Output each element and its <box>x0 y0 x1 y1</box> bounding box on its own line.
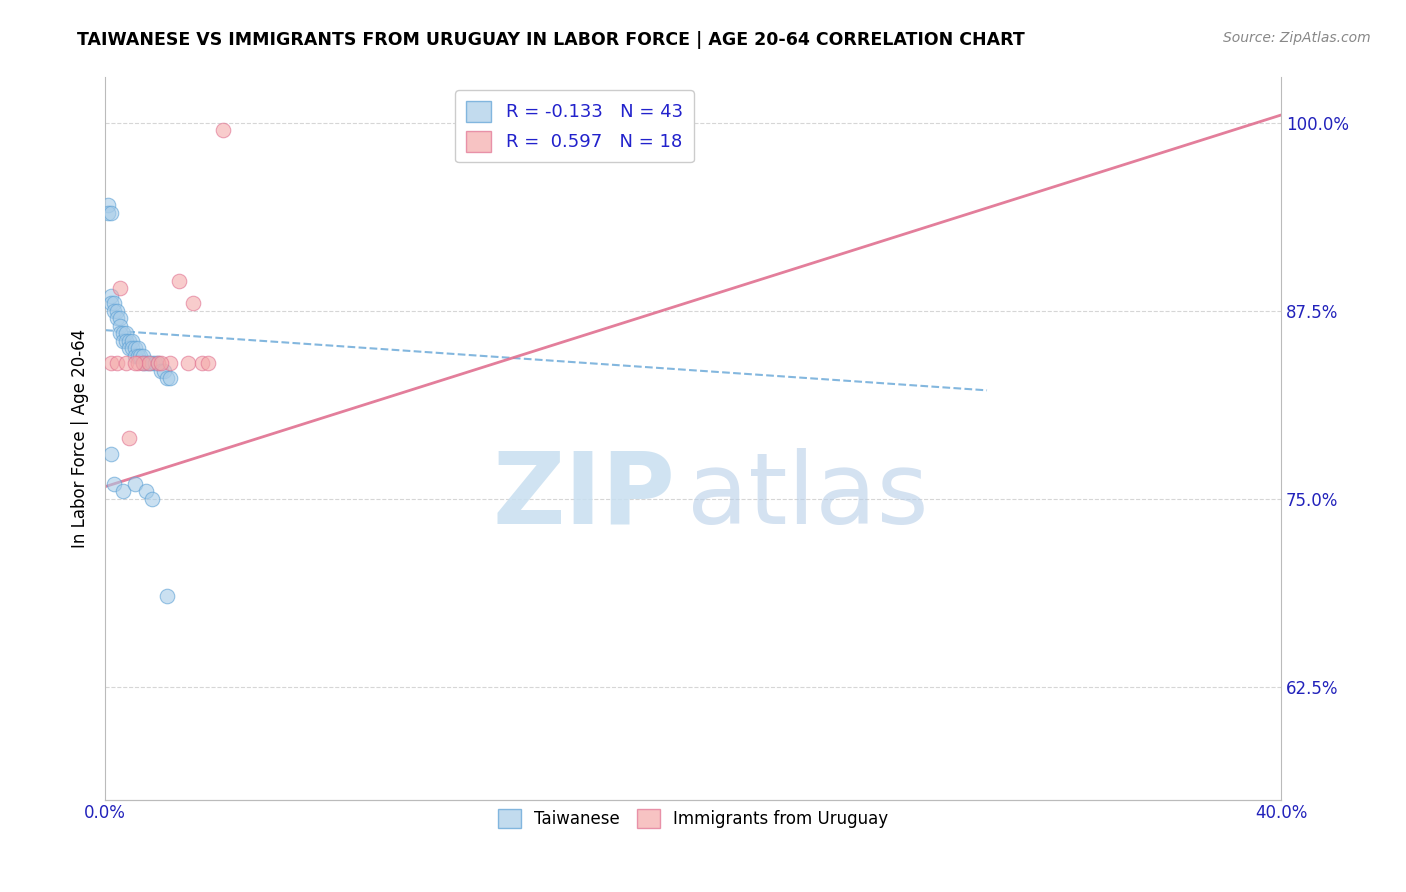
Point <box>105 356 128 370</box>
Point <box>159 356 181 370</box>
Point <box>111 484 134 499</box>
Point <box>114 334 136 348</box>
Text: TAIWANESE VS IMMIGRANTS FROM URUGUAY IN LABOR FORCE | AGE 20-64 CORRELATION CHAR: TAIWANESE VS IMMIGRANTS FROM URUGUAY IN … <box>77 31 1025 49</box>
Point <box>118 334 141 348</box>
Point <box>114 326 136 341</box>
Legend: Taiwanese, Immigrants from Uruguay: Taiwanese, Immigrants from Uruguay <box>491 802 896 835</box>
Point <box>138 356 160 370</box>
Point <box>124 349 146 363</box>
Point <box>129 349 152 363</box>
Point <box>114 356 136 370</box>
Point <box>156 590 179 604</box>
Point <box>121 341 143 355</box>
Point <box>124 356 146 370</box>
Point <box>121 334 143 348</box>
Point <box>143 356 166 370</box>
Point <box>108 311 131 326</box>
Point <box>176 356 198 370</box>
Point <box>146 356 169 370</box>
Point <box>191 356 214 370</box>
Point <box>97 198 120 212</box>
Text: ZIP: ZIP <box>492 448 675 545</box>
Point <box>100 288 122 302</box>
Point <box>97 206 120 220</box>
Point <box>111 334 134 348</box>
Point <box>108 318 131 333</box>
Point <box>132 356 155 370</box>
Point <box>103 303 125 318</box>
Point <box>108 326 131 341</box>
Point <box>100 296 122 310</box>
Point <box>141 356 163 370</box>
Point <box>159 371 181 385</box>
Point <box>167 273 190 287</box>
Text: atlas: atlas <box>688 448 929 545</box>
Point <box>124 341 146 355</box>
Point <box>103 476 125 491</box>
Point <box>127 356 149 370</box>
Point <box>100 446 122 460</box>
Point <box>127 341 149 355</box>
Point <box>135 484 157 499</box>
Point <box>150 364 173 378</box>
Point <box>100 356 122 370</box>
Point <box>183 296 205 310</box>
Point <box>211 123 233 137</box>
Point <box>138 356 160 370</box>
Point <box>135 356 157 370</box>
Point <box>124 476 146 491</box>
Point <box>197 356 219 370</box>
Point <box>105 303 128 318</box>
Point <box>141 491 163 506</box>
Point <box>103 296 125 310</box>
Y-axis label: In Labor Force | Age 20-64: In Labor Force | Age 20-64 <box>72 329 89 548</box>
Point <box>156 371 179 385</box>
Point <box>118 341 141 355</box>
Point <box>100 206 122 220</box>
Point <box>132 356 155 370</box>
Point <box>108 281 131 295</box>
Point <box>118 432 141 446</box>
Point <box>132 349 155 363</box>
Point <box>127 349 149 363</box>
Point <box>111 326 134 341</box>
Point <box>105 311 128 326</box>
Point <box>153 364 176 378</box>
Point <box>150 356 173 370</box>
Point <box>146 356 169 370</box>
Text: Source: ZipAtlas.com: Source: ZipAtlas.com <box>1223 31 1371 45</box>
